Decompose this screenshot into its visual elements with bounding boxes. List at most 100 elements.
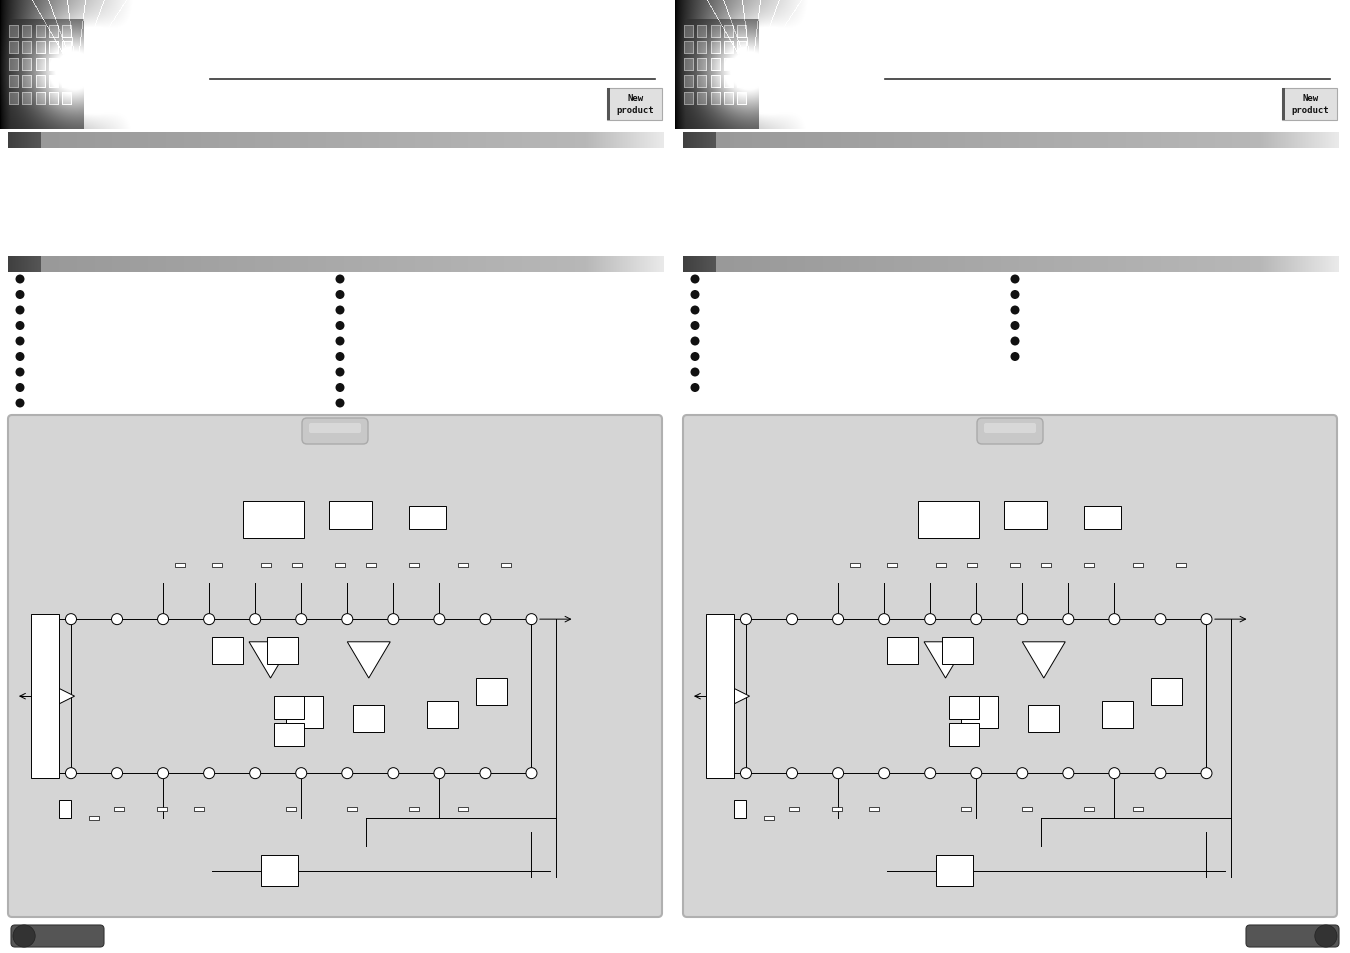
FancyBboxPatch shape <box>1084 807 1094 812</box>
FancyBboxPatch shape <box>949 697 979 720</box>
Polygon shape <box>923 642 967 679</box>
Circle shape <box>971 614 981 625</box>
Circle shape <box>1017 768 1027 779</box>
FancyBboxPatch shape <box>977 418 1044 444</box>
FancyBboxPatch shape <box>354 705 385 733</box>
FancyBboxPatch shape <box>212 563 223 567</box>
Circle shape <box>690 384 699 393</box>
Circle shape <box>15 337 24 346</box>
FancyBboxPatch shape <box>31 615 58 779</box>
FancyBboxPatch shape <box>608 89 662 121</box>
FancyBboxPatch shape <box>477 679 506 705</box>
FancyBboxPatch shape <box>1282 89 1336 121</box>
Circle shape <box>204 614 215 625</box>
FancyBboxPatch shape <box>942 638 973 665</box>
FancyBboxPatch shape <box>764 817 775 821</box>
FancyBboxPatch shape <box>212 638 243 665</box>
FancyBboxPatch shape <box>292 563 302 567</box>
Polygon shape <box>1022 642 1065 679</box>
FancyBboxPatch shape <box>335 563 346 567</box>
Circle shape <box>690 368 699 377</box>
FancyBboxPatch shape <box>937 855 973 886</box>
FancyBboxPatch shape <box>243 502 304 538</box>
Circle shape <box>690 322 699 331</box>
Circle shape <box>158 768 169 779</box>
FancyBboxPatch shape <box>409 506 446 529</box>
Circle shape <box>158 614 169 625</box>
Circle shape <box>1017 614 1027 625</box>
FancyBboxPatch shape <box>733 801 747 819</box>
Circle shape <box>1011 353 1019 361</box>
FancyBboxPatch shape <box>1176 563 1185 567</box>
FancyBboxPatch shape <box>961 697 998 728</box>
Circle shape <box>1011 306 1019 315</box>
Polygon shape <box>347 642 390 679</box>
FancyBboxPatch shape <box>267 638 298 665</box>
Circle shape <box>690 337 699 346</box>
Circle shape <box>526 614 537 625</box>
Circle shape <box>1108 614 1120 625</box>
Circle shape <box>15 291 24 299</box>
FancyBboxPatch shape <box>1041 563 1050 567</box>
Circle shape <box>1202 614 1212 625</box>
FancyBboxPatch shape <box>1084 563 1094 567</box>
Polygon shape <box>728 685 749 707</box>
Circle shape <box>336 399 344 408</box>
FancyBboxPatch shape <box>1133 807 1143 812</box>
FancyBboxPatch shape <box>89 817 100 821</box>
Circle shape <box>250 614 261 625</box>
Circle shape <box>15 384 24 393</box>
Circle shape <box>741 614 752 625</box>
Text: product: product <box>1292 106 1330 115</box>
Text: New: New <box>1303 94 1319 103</box>
FancyBboxPatch shape <box>157 807 167 812</box>
FancyBboxPatch shape <box>262 563 271 567</box>
Circle shape <box>433 768 446 779</box>
Circle shape <box>481 768 491 779</box>
Text: New: New <box>628 94 644 103</box>
Circle shape <box>879 614 890 625</box>
FancyBboxPatch shape <box>302 418 369 444</box>
Circle shape <box>833 768 844 779</box>
FancyBboxPatch shape <box>409 563 418 567</box>
FancyBboxPatch shape <box>347 807 358 812</box>
FancyBboxPatch shape <box>1010 563 1021 567</box>
Circle shape <box>1156 614 1166 625</box>
FancyBboxPatch shape <box>1029 705 1060 733</box>
FancyBboxPatch shape <box>11 925 104 947</box>
Circle shape <box>1315 925 1336 947</box>
Circle shape <box>971 768 981 779</box>
Circle shape <box>690 275 699 284</box>
Circle shape <box>15 322 24 331</box>
FancyBboxPatch shape <box>1152 679 1181 705</box>
FancyBboxPatch shape <box>113 807 124 812</box>
Circle shape <box>342 614 352 625</box>
FancyBboxPatch shape <box>1246 925 1339 947</box>
FancyBboxPatch shape <box>58 801 72 819</box>
Circle shape <box>1062 614 1073 625</box>
FancyBboxPatch shape <box>1022 807 1033 812</box>
FancyBboxPatch shape <box>194 807 204 812</box>
FancyBboxPatch shape <box>329 502 371 529</box>
FancyBboxPatch shape <box>887 563 898 567</box>
FancyBboxPatch shape <box>366 563 375 567</box>
Circle shape <box>336 322 344 331</box>
Circle shape <box>66 768 77 779</box>
Circle shape <box>336 275 344 284</box>
Circle shape <box>1156 768 1166 779</box>
Circle shape <box>925 768 936 779</box>
Circle shape <box>787 614 798 625</box>
FancyBboxPatch shape <box>1282 89 1285 121</box>
Polygon shape <box>248 642 292 679</box>
FancyBboxPatch shape <box>409 807 418 812</box>
FancyBboxPatch shape <box>274 723 304 746</box>
FancyBboxPatch shape <box>458 563 468 567</box>
FancyBboxPatch shape <box>274 697 304 720</box>
FancyBboxPatch shape <box>262 855 298 886</box>
FancyBboxPatch shape <box>788 807 799 812</box>
FancyBboxPatch shape <box>286 807 296 812</box>
FancyBboxPatch shape <box>706 615 733 779</box>
Circle shape <box>741 768 752 779</box>
FancyBboxPatch shape <box>458 807 468 812</box>
Circle shape <box>690 306 699 315</box>
